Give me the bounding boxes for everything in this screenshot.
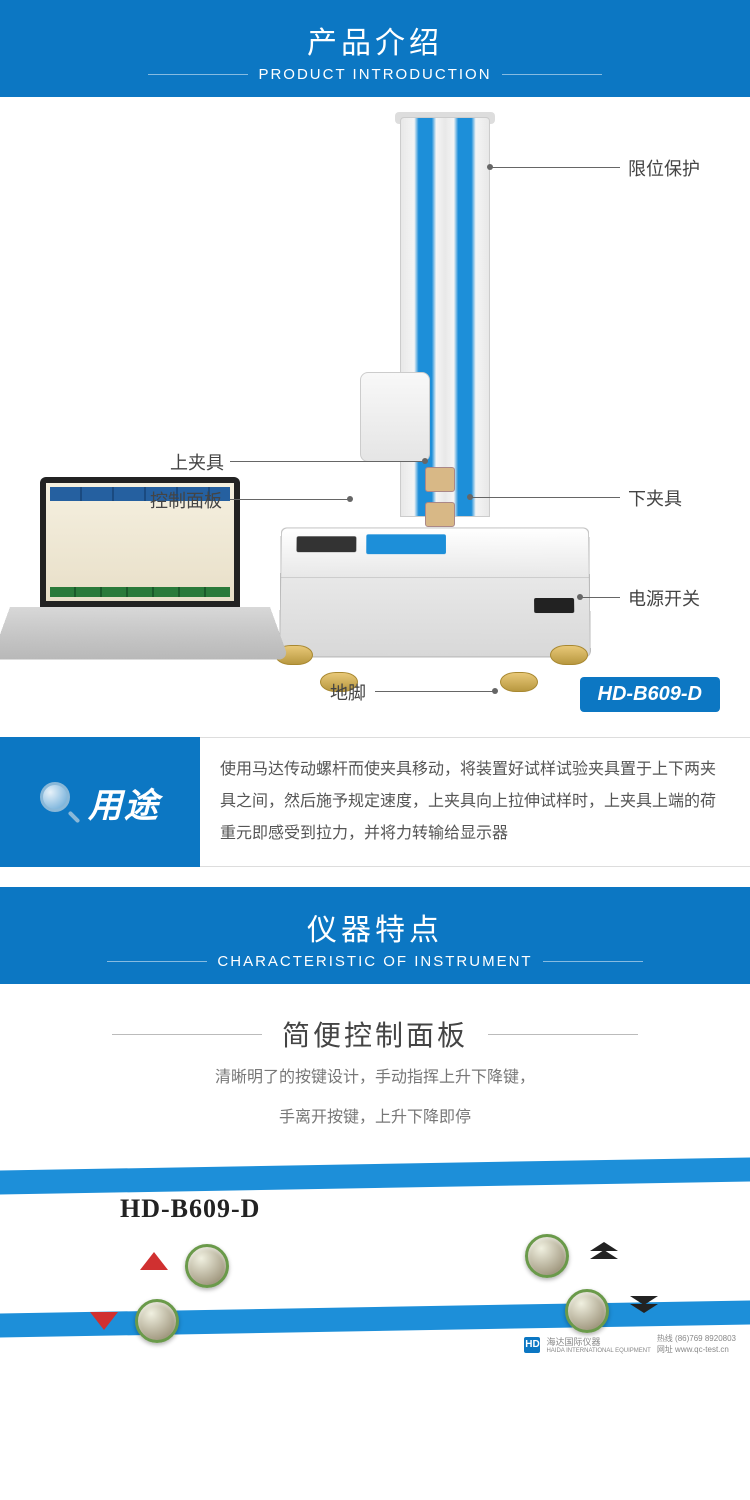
base-top-surface [281, 528, 589, 578]
panel-model-text: HD-B609-D [120, 1194, 260, 1224]
brand-mark: HD [524, 1337, 540, 1353]
usage-text: 使用马达传动螺杆而使夹具移动，将装置好试样试验夹具置于上下两夹具之间，然后施予规… [200, 737, 750, 867]
label-limit-protection: 限位保护 [628, 155, 700, 181]
footer-brand-en: HAIDA INTERNATIONAL EQUIPMENT [546, 1348, 650, 1354]
leader-line [230, 499, 350, 500]
banner1-sub-wrap: PRODUCT INTRODUCTION [0, 66, 750, 83]
down-button-right[interactable] [565, 1289, 609, 1333]
banner2-subtitle: CHARACTERISTIC OF INSTRUMENT [217, 953, 532, 970]
subheader-title: 简便控制面板 [282, 1014, 468, 1054]
footer-brand-cn: 海达国际仪器 [546, 1337, 600, 1347]
leader-line [580, 597, 620, 598]
up-button[interactable] [185, 1244, 229, 1288]
arrow-down-icon [90, 1312, 118, 1330]
divider-line [112, 1034, 262, 1035]
laptop-keyboard [0, 607, 289, 660]
label-lower-fixture: 下夹具 [628, 485, 682, 511]
banner1-title: 产品介绍 [0, 18, 750, 62]
divider-line [107, 961, 207, 962]
divider-line [543, 961, 643, 962]
up-button-right[interactable] [525, 1234, 569, 1278]
divider-line [502, 74, 602, 75]
machine-base [279, 527, 591, 657]
usage-title: 用途 [88, 778, 160, 827]
characteristic-banner: 仪器特点 CHARACTERISTIC OF INSTRUMENT [0, 887, 750, 984]
banner2-title: 仪器特点 [0, 905, 750, 949]
panel-subheader: 简便控制面板 清晰明了的按键设计，手动指挥上升下降键， 手离开按键，上升下降即停 [0, 984, 750, 1140]
divider-line [148, 74, 248, 75]
footer-tel-label: 热线 [657, 1334, 673, 1343]
double-up-icon [590, 1242, 618, 1258]
leader-line [470, 497, 620, 498]
footer-web-label: 网址 [657, 1345, 673, 1354]
control-panel-photo: HD-B609-D HD 海达国际仪器 HAIDA INTERNATIONAL … [0, 1154, 750, 1359]
footer-logo: HD 海达国际仪器 HAIDA INTERNATIONAL EQUIPMENT … [524, 1334, 736, 1355]
label-control-panel: 控制面板 [150, 487, 222, 513]
subheader-desc2: 手离开按键，上升下降即停 [0, 1102, 750, 1134]
banner2-sub-wrap: CHARACTERISTIC OF INSTRUMENT [0, 953, 750, 970]
arrow-up-icon [140, 1252, 168, 1270]
down-button[interactable] [135, 1299, 179, 1343]
leader-line [230, 461, 425, 462]
machine-foot [550, 645, 588, 665]
leader-line [490, 167, 620, 168]
power-switch [534, 598, 574, 613]
magnifier-icon [40, 782, 80, 822]
product-diagram: 限位保护 下夹具 电源开关 上夹具 控制面板 地脚 HD-B609-D [0, 97, 750, 737]
sensor-head [360, 372, 430, 462]
model-badge: HD-B609-D [580, 677, 720, 712]
base-screen [366, 534, 446, 554]
double-down-icon [630, 1296, 658, 1312]
label-power-switch: 电源开关 [628, 585, 700, 611]
base-label-plate [296, 536, 356, 552]
usage-heading-block: 用途 [0, 737, 200, 867]
usage-section: 用途 使用马达传动螺杆而使夹具移动，将装置好试样试验夹具置于上下两夹具之间，然后… [0, 737, 750, 867]
machine-foot [500, 672, 538, 692]
footer-tel: (86)769 8920803 [675, 1334, 736, 1343]
leader-line [375, 691, 495, 692]
laptop [10, 477, 270, 677]
label-upper-fixture: 上夹具 [170, 449, 224, 475]
subheader-desc1: 清晰明了的按键设计，手动指挥上升下降键， [0, 1062, 750, 1094]
blue-stripe [0, 1157, 750, 1194]
testing-machine [280, 117, 590, 697]
divider-line [488, 1034, 638, 1035]
label-foot: 地脚 [330, 679, 366, 705]
product-intro-banner: 产品介绍 PRODUCT INTRODUCTION [0, 0, 750, 97]
banner1-subtitle: PRODUCT INTRODUCTION [258, 66, 491, 83]
footer-web: www.qc-test.cn [675, 1345, 729, 1354]
upper-fixture [425, 467, 455, 492]
lower-fixture [425, 502, 455, 527]
